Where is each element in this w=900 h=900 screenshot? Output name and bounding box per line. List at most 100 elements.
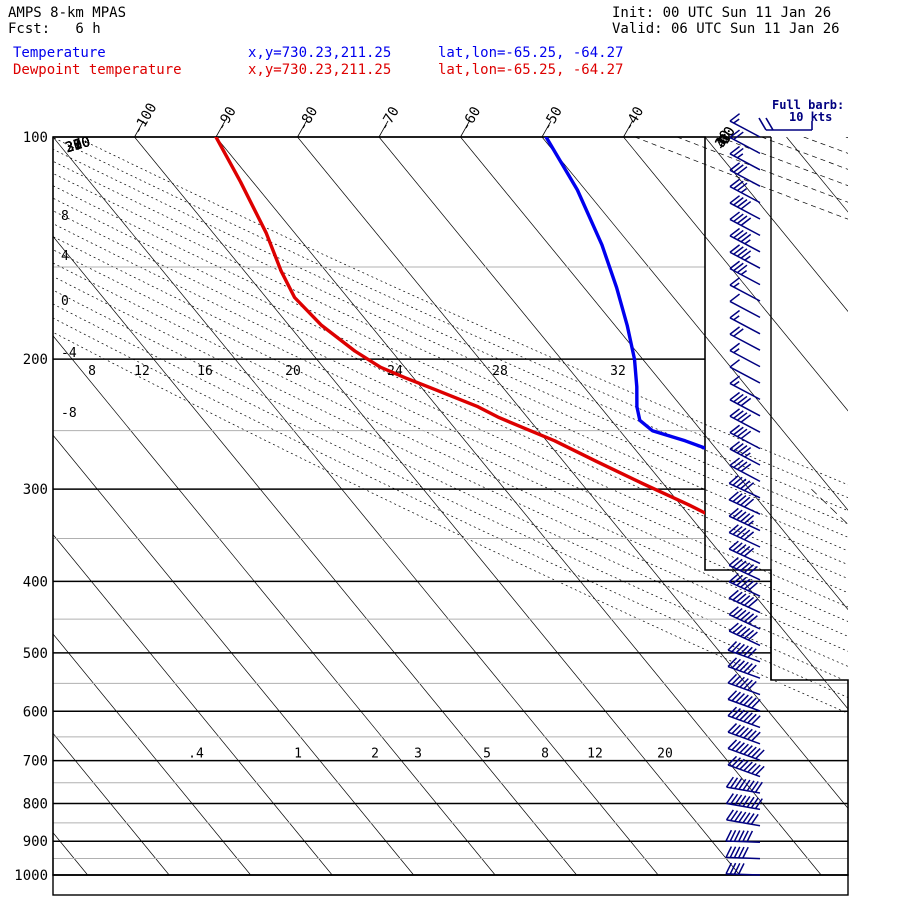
svg-text:310: 310: [64, 134, 93, 156]
dewpoint-latlon: lat,lon=-65.25, -64.27: [438, 62, 624, 78]
full-barb-sample-icon: [758, 117, 813, 131]
wind-barb: [729, 195, 761, 220]
theta-label-320: 320: [64, 134, 93, 156]
wind-barb: [727, 755, 765, 778]
height-label-200-0: 8: [88, 364, 96, 379]
wind-barb: [729, 375, 761, 401]
pressure-tick-800: 800: [23, 796, 48, 812]
isobar-lines: [53, 136, 848, 876]
theta-label-250: 250: [64, 134, 93, 156]
wind-barb: [729, 260, 761, 286]
dewpoint-trace: [214, 137, 705, 515]
theta-label-260: 260: [64, 134, 93, 156]
forecast-hour: Fcst: 6 h: [8, 21, 101, 37]
mixing-ratio-label-3: 3: [414, 747, 422, 762]
wind-barb-column: [725, 113, 765, 876]
wind-barb: [729, 211, 761, 237]
svg-text:-50: -50: [539, 104, 566, 134]
svg-text:30: 30: [712, 128, 734, 151]
valid-time: Valid: 06 UTC Sun 11 Jan 26: [612, 21, 840, 37]
theta-label-300: 300: [64, 134, 93, 156]
svg-text:-80: -80: [295, 104, 322, 134]
svg-text:40: 40: [712, 128, 734, 151]
wind-barb: [727, 690, 761, 712]
mixing-ratio-label-1: 1: [294, 747, 302, 762]
svg-text:-100: -100: [130, 100, 161, 137]
temperature-latlon: lat,lon=-65.25, -64.27: [438, 45, 624, 61]
svg-text:-90: -90: [213, 104, 240, 134]
svg-text:260: 260: [64, 134, 93, 156]
wind-barb: [728, 622, 761, 647]
wind-barb: [728, 606, 761, 630]
svg-text:-40: -40: [621, 104, 648, 134]
svg-text:270: 270: [64, 134, 93, 156]
full-barb-legend-line1: Full barb:: [772, 98, 845, 112]
wind-barb: [729, 145, 761, 171]
wind-barb: [725, 829, 761, 843]
wind-barb: [725, 862, 761, 876]
svg-text:250: 250: [64, 134, 93, 156]
height-label-left-1: 4: [61, 249, 69, 264]
right-temp-tick-10: 10: [712, 128, 734, 151]
wind-barb: [725, 846, 761, 860]
wind-barb: [729, 424, 761, 450]
pressure-tick-900: 900: [23, 834, 48, 850]
height-label-200-1: 12: [134, 364, 150, 379]
model-title: AMPS 8-km MPAS: [8, 5, 127, 21]
wind-barb: [727, 723, 761, 745]
wind-barb: [728, 475, 761, 499]
wind-barb: [727, 657, 761, 679]
temperature-xy: x,y=730.23,211.25: [248, 45, 392, 61]
pressure-tick-200: 200: [23, 352, 48, 368]
height-label-200-5: 28: [492, 364, 508, 379]
mixing-ratio-labels: .4 1 2 3 5 8 12 20: [188, 747, 673, 762]
pressure-tick-500: 500: [23, 646, 48, 662]
theta-label-310: 310: [64, 134, 93, 156]
mixing-ratio-label-2: 2: [371, 747, 379, 762]
full-barb-legend-line2: 10 kts: [789, 110, 833, 124]
svg-text:280: 280: [64, 134, 93, 156]
wind-barb: [729, 293, 761, 319]
mixing-ratio-label-7: 20: [657, 747, 673, 762]
height-label-left-4: -8: [61, 406, 77, 421]
wind-barb: [725, 809, 761, 827]
mixing-ratio-label-0: .4: [188, 747, 204, 762]
wind-barb: [725, 793, 763, 811]
wind-barb: [725, 776, 763, 794]
svg-text:300: 300: [64, 134, 93, 156]
right-temp-tick-40: 40: [712, 128, 734, 151]
sounding-traces: [214, 137, 705, 515]
wind-barb: [728, 507, 761, 532]
svg-text:-70: -70: [376, 104, 403, 134]
wind-barb: [729, 309, 761, 335]
wind-barb: [729, 227, 761, 253]
height-label-left-0: 8: [61, 209, 69, 224]
svg-text:10: 10: [712, 128, 734, 151]
theta-label-290: 290: [64, 134, 93, 156]
mixing-ratio-label-4: 5: [483, 747, 491, 762]
top-temp-tick--60: -60: [458, 104, 485, 134]
top-temp-tick--80: -80: [295, 104, 322, 134]
height-label-200-6: 32: [610, 364, 626, 379]
wind-barb: [729, 244, 761, 269]
init-time: Init: 00 UTC Sun 11 Jan 26: [612, 5, 832, 21]
wind-barb: [729, 326, 761, 351]
wind-barb: [728, 540, 761, 565]
pressure-axis-labels: 100 200 300 400 500 600 700 800 900 1000: [14, 130, 48, 884]
pressure-tick-300: 300: [23, 482, 48, 498]
wind-barb: [729, 129, 761, 155]
wind-barb: [727, 641, 761, 663]
wind-barb: [728, 491, 761, 515]
wind-barb: [729, 408, 761, 433]
dewpoint-xy: x,y=730.23,211.25: [248, 62, 392, 78]
top-temperature-labels: -100 -90 -80 -70 -60 -50 -40: [130, 100, 648, 137]
wind-barb: [729, 277, 761, 302]
wind-barb: [729, 162, 761, 187]
theta-label-280: 280: [64, 134, 93, 156]
temperature-legend-label: Temperature: [13, 45, 106, 61]
height-labels: 840-4-88 12 16 20 24 28 32: [61, 209, 626, 421]
theta-label-270: 270: [64, 134, 93, 156]
wind-barb: [729, 178, 761, 204]
